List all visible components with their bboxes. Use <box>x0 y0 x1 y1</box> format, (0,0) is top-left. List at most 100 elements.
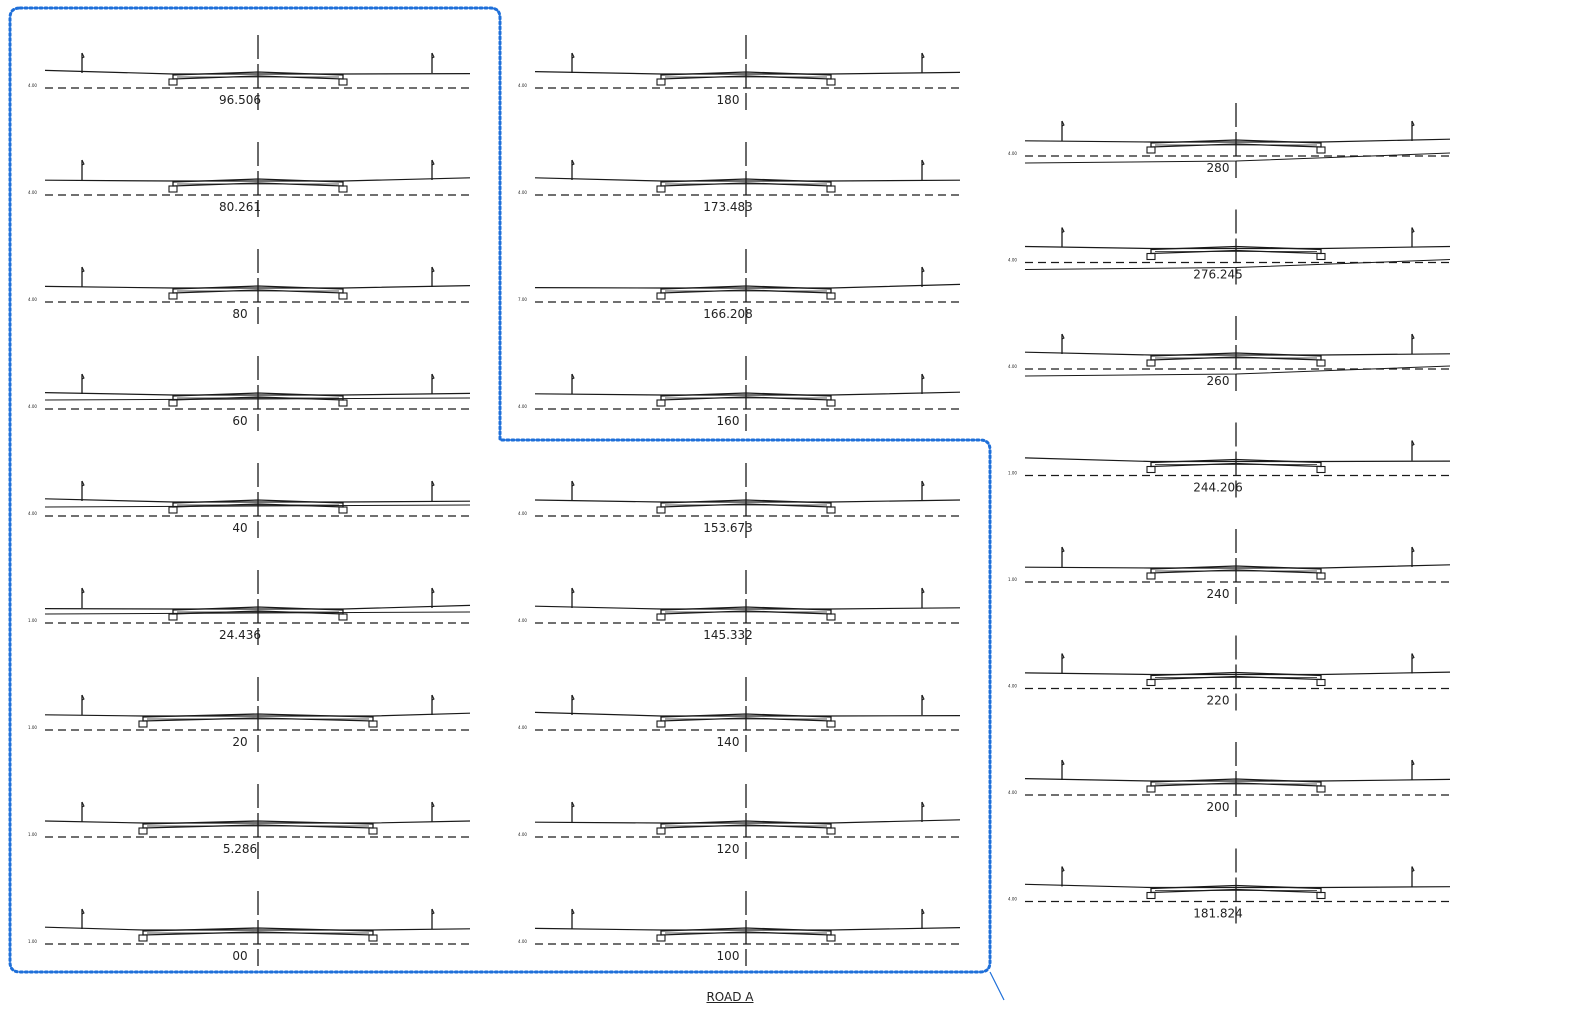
light-pole-head-icon <box>1411 546 1415 553</box>
revision-cloud <box>8 6 992 974</box>
station-label: 140 <box>717 735 740 749</box>
datum-elevation-label: 4.00 <box>1008 364 1017 369</box>
curb-icon <box>1146 785 1156 793</box>
curb-icon <box>656 399 666 407</box>
light-pole-head-icon <box>1061 866 1065 872</box>
datum-elevation-label: 1.00 <box>28 832 37 837</box>
curb-icon <box>656 506 666 514</box>
cross-section: 4.00 40 <box>28 463 471 538</box>
drawing-title: ROAD A <box>706 990 754 1004</box>
curb-icon <box>338 613 348 621</box>
datum-elevation-label: 1.00 <box>1008 577 1017 582</box>
datum-elevation-label: 4.00 <box>28 297 37 302</box>
datum-elevation-label: 4.00 <box>518 832 527 837</box>
light-pole-head-icon <box>431 480 435 487</box>
ground-line <box>44 177 471 182</box>
cross-section: 4.00 100 <box>518 891 961 966</box>
ground-line <box>1024 778 1451 782</box>
curb-icon <box>168 399 178 407</box>
light-pole-head-icon <box>571 694 575 701</box>
curb-icon <box>826 399 836 407</box>
light-pole-head-icon <box>571 587 575 594</box>
curb-icon <box>826 506 836 514</box>
light-pole-head-icon <box>1411 333 1415 340</box>
curb-icon <box>826 292 836 300</box>
curb-icon <box>1316 678 1326 687</box>
ground-line <box>44 69 471 75</box>
existing-ground-line <box>1024 259 1451 270</box>
light-pole-head-icon <box>431 159 435 166</box>
light-pole-head-icon <box>921 480 925 487</box>
curb-icon <box>1146 891 1156 900</box>
station-label: 173.483 <box>703 200 753 214</box>
curb-icon <box>138 720 148 728</box>
ground-line <box>534 391 961 396</box>
light-pole-head-icon <box>921 52 925 59</box>
datum-elevation-label: 4.00 <box>28 404 37 409</box>
cross-section: 4.00 96.506 <box>28 35 471 110</box>
curb-icon <box>338 292 348 300</box>
cross-section: 1.00 00 <box>28 891 471 966</box>
datum-elevation-label: 1.00 <box>1008 471 1017 476</box>
cross-section: 1.00 244.206 <box>1008 422 1451 498</box>
light-pole-head-icon <box>921 908 925 915</box>
ground-line <box>534 927 961 931</box>
datum-elevation-label: 4.00 <box>518 939 527 944</box>
ground-line <box>44 712 471 717</box>
curb-icon <box>1146 146 1156 154</box>
station-label: 180 <box>717 93 740 107</box>
ground-line <box>534 819 961 824</box>
curb-icon <box>1146 465 1156 474</box>
curb-icon <box>1146 678 1156 687</box>
cross-section: 1.00 5.286 <box>28 784 471 859</box>
curb-icon <box>168 506 178 514</box>
cross-section: 7.00 166.208 <box>518 249 961 324</box>
cross-section: 4.00 140 <box>518 677 961 752</box>
curb-icon <box>1316 359 1326 367</box>
light-pole-head-icon <box>1411 227 1415 233</box>
curb-icon <box>368 720 378 728</box>
curb-icon <box>1316 785 1326 793</box>
curb-icon <box>338 399 348 407</box>
datum-elevation-label: 1.00 <box>28 939 37 944</box>
light-pole-head-icon <box>431 694 435 701</box>
light-pole-head-icon <box>1411 440 1415 446</box>
light-pole-head-icon <box>571 159 575 166</box>
curb-icon <box>368 934 378 942</box>
cross-section: 4.00 145.332 <box>518 570 961 645</box>
curb-icon <box>138 934 148 942</box>
curb-icon <box>826 827 836 835</box>
light-pole-head-icon <box>81 373 85 380</box>
light-pole-head-icon <box>921 694 925 701</box>
curb-icon <box>1146 359 1156 367</box>
light-pole-head-icon <box>81 480 85 487</box>
ground-line <box>44 926 471 931</box>
curb-icon <box>826 934 836 942</box>
ground-line <box>44 820 471 824</box>
light-pole-head-icon <box>571 52 575 59</box>
curb-icon <box>338 78 348 86</box>
station-label: 220 <box>1207 694 1230 708</box>
curb-icon <box>1146 572 1156 580</box>
light-pole-head-icon <box>571 801 575 808</box>
curb-icon <box>1146 252 1156 261</box>
curb-icon <box>656 934 666 942</box>
curb-icon <box>826 613 836 621</box>
datum-elevation-label: 4.00 <box>518 725 527 730</box>
datum-elevation-label: 4.00 <box>518 190 527 195</box>
light-pole-head-icon <box>571 480 575 487</box>
station-label: 80.261 <box>219 200 261 214</box>
station-label: 166.208 <box>703 307 753 321</box>
light-pole-head-icon <box>1061 227 1065 233</box>
cross-section: 4.00 181.824 <box>1008 848 1451 924</box>
ground-line <box>1024 138 1451 143</box>
datum-elevation-label: 1.00 <box>28 618 37 623</box>
cross-section: 4.00 280 <box>1008 103 1451 178</box>
station-label: 40 <box>232 521 247 535</box>
light-pole-head-icon <box>431 373 435 380</box>
station-label: 280 <box>1207 161 1230 175</box>
curb-icon <box>656 720 666 728</box>
curb-icon <box>368 827 378 835</box>
light-pole-head-icon <box>921 587 925 594</box>
cross-section: 1.00 24.436 <box>28 570 471 645</box>
